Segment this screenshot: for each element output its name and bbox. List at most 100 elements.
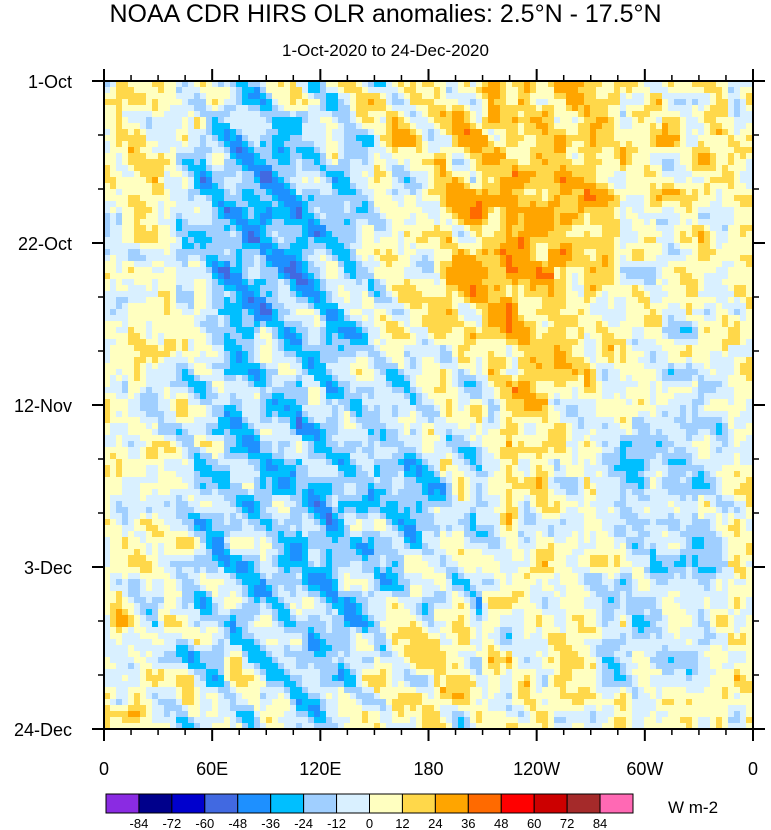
field-cell <box>218 345 225 352</box>
field-cell <box>542 309 549 316</box>
field-cell <box>182 147 189 154</box>
field-cell <box>398 159 405 166</box>
field-cell <box>332 333 339 340</box>
field-cell <box>188 195 195 202</box>
field-cell <box>560 129 567 136</box>
chart-subtitle: 1-Oct-2020 to 24-Dec-2020 <box>282 41 489 60</box>
field-cell <box>590 279 597 286</box>
field-cell <box>266 99 273 106</box>
field-cell <box>440 273 447 280</box>
field-cell <box>308 81 315 88</box>
field-cell <box>734 249 741 256</box>
field-cell <box>740 147 747 154</box>
field-cell <box>134 267 141 274</box>
field-cell <box>602 117 609 124</box>
field-cell <box>608 297 615 304</box>
field-cell <box>458 183 465 190</box>
field-cell <box>152 189 159 196</box>
field-cell <box>728 255 735 262</box>
field-cell <box>614 285 621 292</box>
field-cell <box>104 207 111 214</box>
field-cell <box>728 225 735 232</box>
field-cell <box>668 219 675 226</box>
field-cell <box>140 111 147 118</box>
field-cell <box>542 105 549 112</box>
field-cell <box>152 111 159 118</box>
field-cell <box>560 105 567 112</box>
field-cell <box>446 105 453 112</box>
field-cell <box>266 321 273 328</box>
field-cell <box>740 321 747 328</box>
field-cell <box>464 129 471 136</box>
field-cell <box>506 279 513 286</box>
field-cell <box>134 81 141 88</box>
field-cell <box>302 189 309 196</box>
field-cell <box>548 315 555 322</box>
field-cell <box>584 189 591 196</box>
field-cell <box>422 249 429 256</box>
field-cell <box>734 153 741 160</box>
field-cell <box>218 213 225 220</box>
field-cell <box>122 249 129 256</box>
field-cell <box>746 177 753 184</box>
field-cell <box>458 327 465 334</box>
field-cell <box>464 111 471 118</box>
field-cell <box>500 273 507 280</box>
field-cell <box>704 135 711 142</box>
field-cell <box>272 309 279 316</box>
field-cell <box>296 141 303 148</box>
field-cell <box>512 267 519 274</box>
field-cell <box>614 219 621 226</box>
field-cell <box>200 339 207 346</box>
field-cell <box>560 285 567 292</box>
field-cell <box>176 105 183 112</box>
field-cell <box>536 183 543 190</box>
field-cell <box>524 87 531 94</box>
field-cell <box>740 315 747 322</box>
field-cell <box>326 213 333 220</box>
field-cell <box>584 225 591 232</box>
field-cell <box>188 291 195 298</box>
field-cell <box>434 159 441 166</box>
field-cell <box>416 207 423 214</box>
field-cell <box>434 207 441 214</box>
field-cell <box>578 219 585 226</box>
field-cell <box>602 243 609 250</box>
field-cell <box>740 237 747 244</box>
field-cell <box>668 303 675 310</box>
field-cell <box>554 261 561 268</box>
field-cell <box>512 225 519 232</box>
field-cell <box>584 183 591 190</box>
field-cell <box>440 99 447 106</box>
field-cell <box>578 183 585 190</box>
field-cell <box>158 165 165 172</box>
field-cell <box>698 165 705 172</box>
field-cell <box>380 123 387 130</box>
field-cell <box>608 231 615 238</box>
field-cell <box>476 225 483 232</box>
field-cell <box>566 297 573 304</box>
field-cell <box>590 135 597 142</box>
field-cell <box>584 177 591 184</box>
field-cell <box>170 297 177 304</box>
field-cell <box>152 195 159 202</box>
field-cell <box>338 315 345 322</box>
field-cell <box>452 351 459 358</box>
field-cell <box>188 333 195 340</box>
field-cell <box>380 237 387 244</box>
field-cell <box>584 213 591 220</box>
field-cell <box>290 87 297 94</box>
field-cell <box>170 99 177 106</box>
field-cell <box>308 165 315 172</box>
field-cell <box>626 159 633 166</box>
field-cell <box>434 309 441 316</box>
field-cell <box>152 201 159 208</box>
field-cell <box>740 135 747 142</box>
field-cell <box>434 333 441 340</box>
field-cell <box>380 327 387 334</box>
field-cell <box>554 249 561 256</box>
field-cell <box>596 207 603 214</box>
field-cell <box>446 243 453 250</box>
field-cell <box>644 117 651 124</box>
field-cell <box>350 279 357 286</box>
